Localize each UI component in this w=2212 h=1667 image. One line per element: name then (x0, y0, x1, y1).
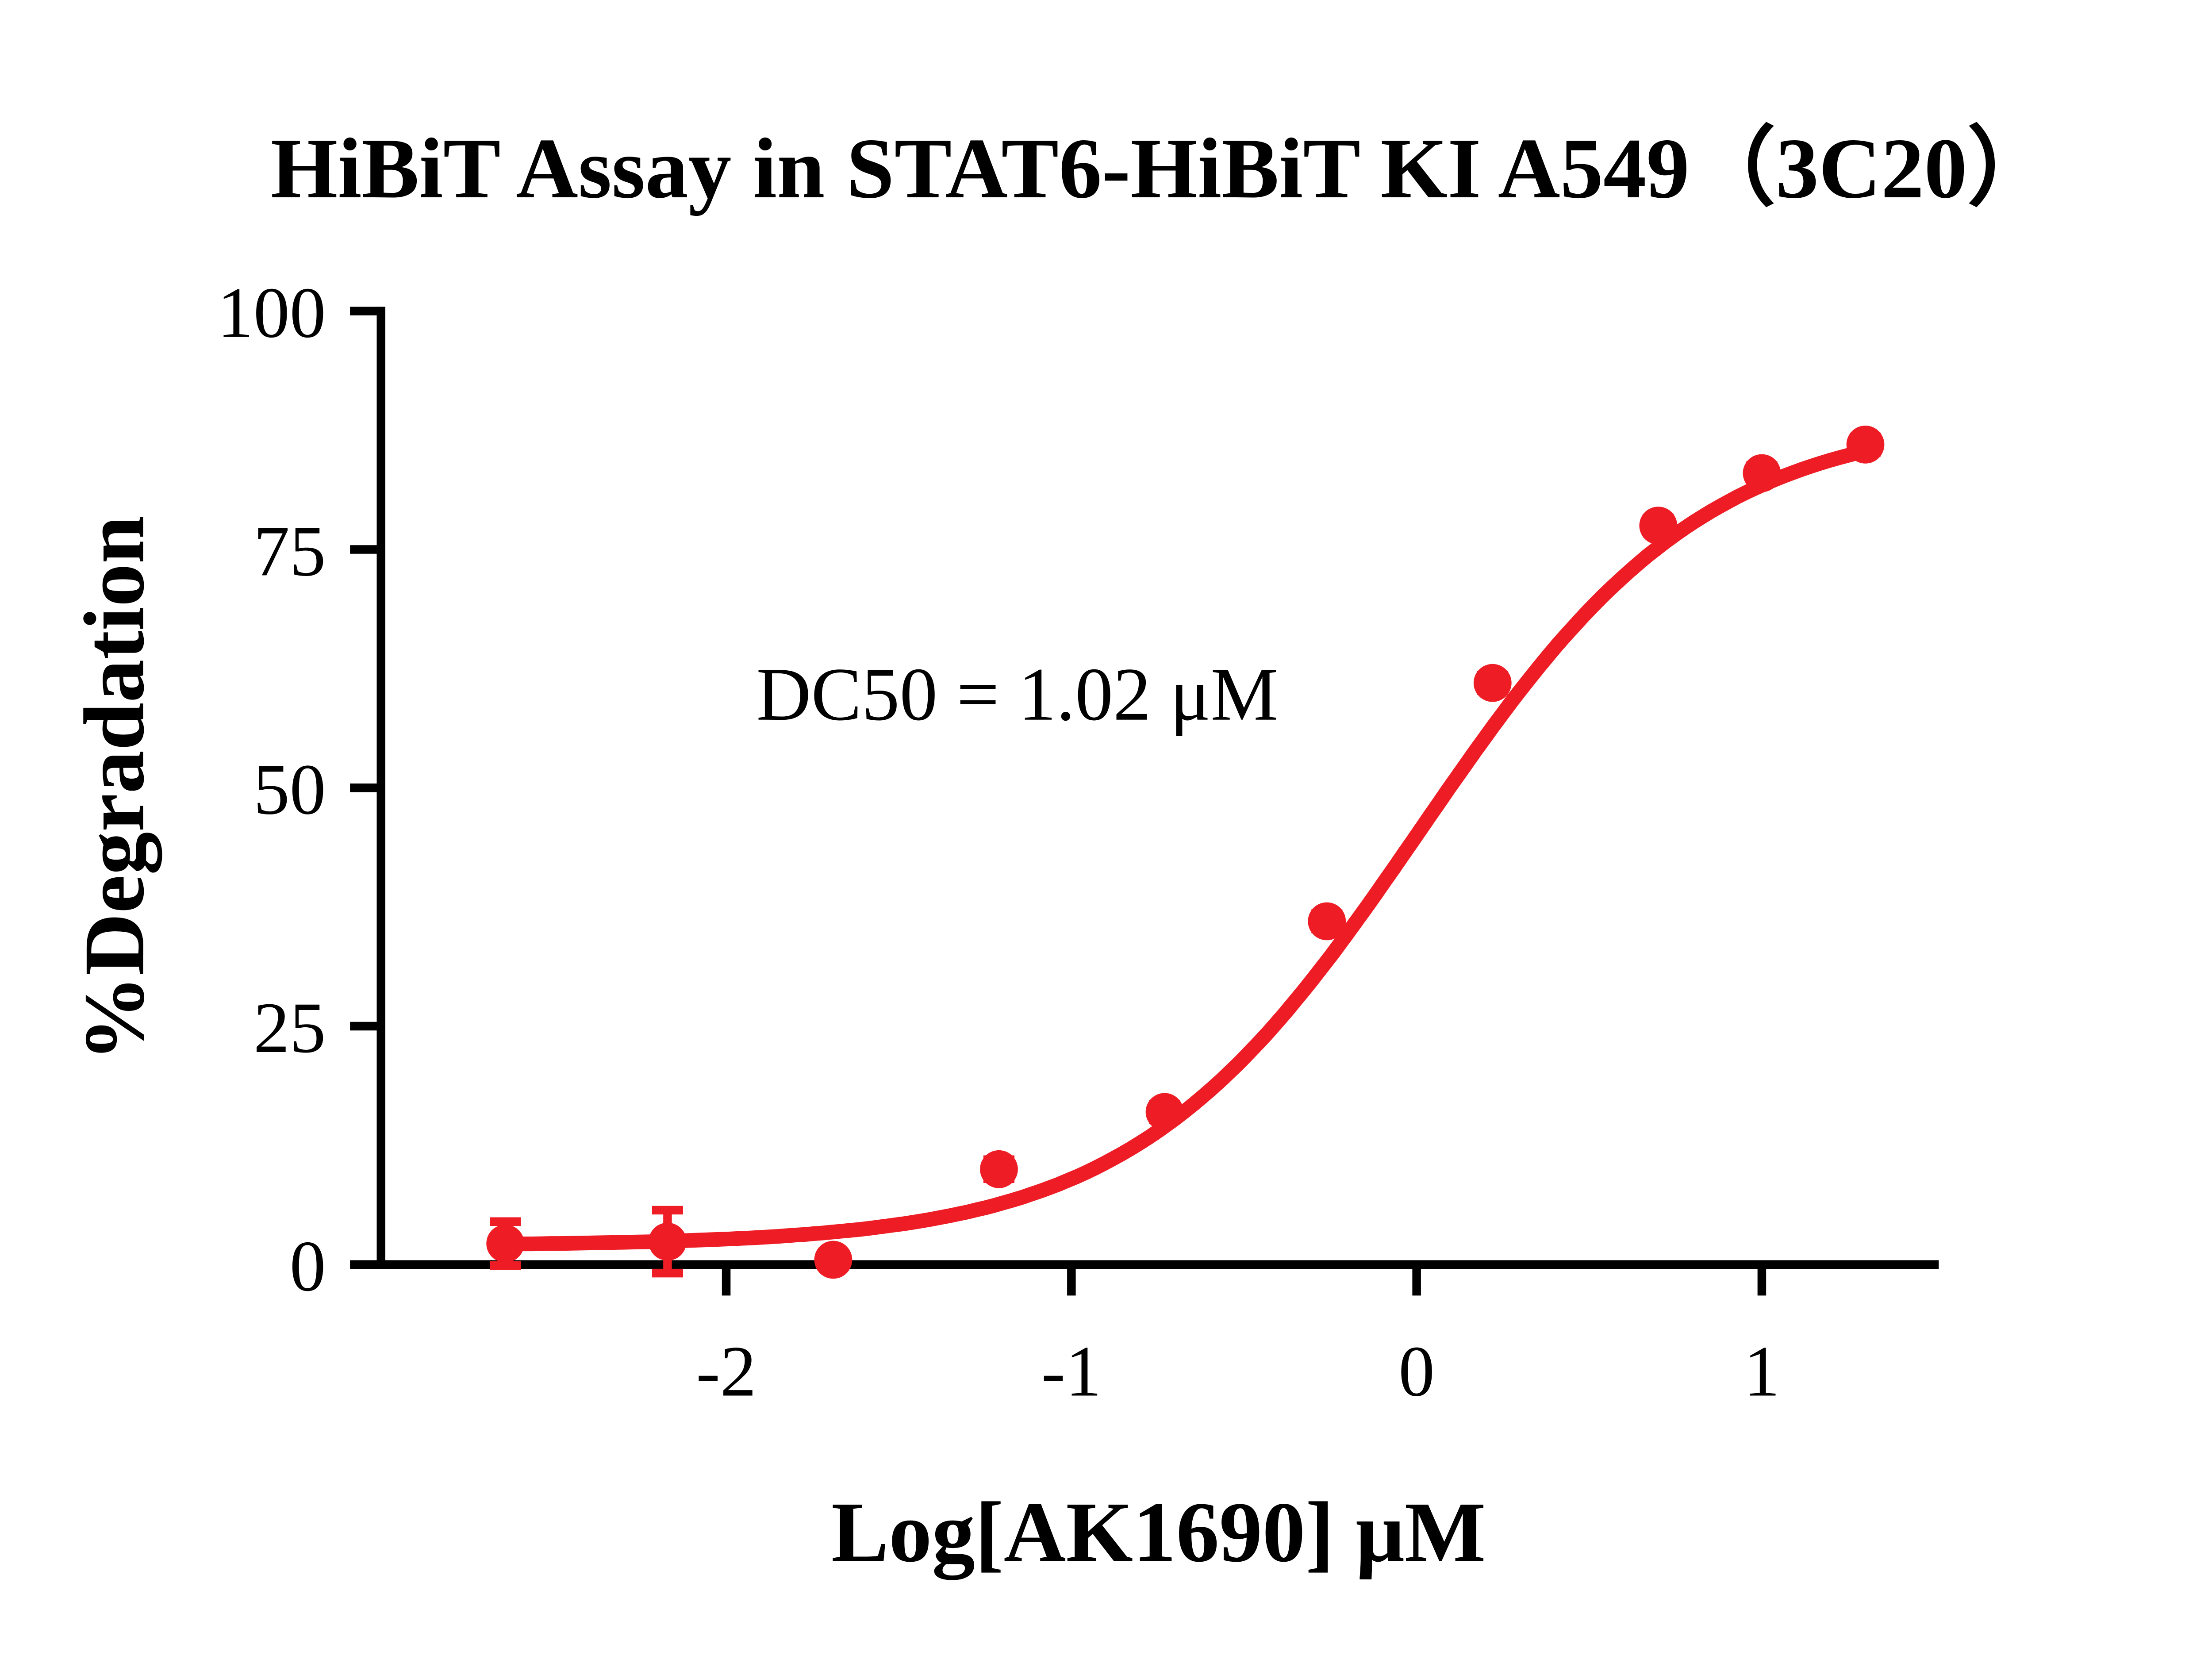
data-point (1846, 426, 1885, 464)
data-point (1639, 507, 1678, 545)
y-tick-label: 25 (253, 988, 326, 1068)
data-point (1473, 664, 1512, 702)
y-tick-label: 100 (217, 273, 326, 353)
y-axis-label: %Degradation (66, 516, 162, 1062)
data-point (1145, 1093, 1184, 1131)
dc50-annotation: DC50 = 1.02 μM (757, 653, 1278, 737)
plot-area: 0 25 50 75 100 -2 -1 0 1 (217, 273, 1939, 1411)
fit-curve (498, 444, 1873, 1252)
data-point (486, 1224, 525, 1263)
data-point (1308, 902, 1346, 941)
x-tick-label: 0 (1398, 1331, 1435, 1411)
y-tick-label: 50 (253, 749, 326, 830)
x-axis-label: Log[AK1690] μM (831, 1485, 1486, 1580)
y-tick-label: 0 (290, 1226, 326, 1306)
x-tick-label: 1 (1744, 1331, 1780, 1411)
data-point (814, 1241, 853, 1279)
x-tick-label: -1 (1041, 1331, 1102, 1411)
data-point (649, 1222, 687, 1261)
chart-title: HiBiT Assay in STAT6-HiBiT KI A549（3C20） (271, 121, 2054, 216)
x-tick-label: -2 (696, 1331, 756, 1411)
data-point (980, 1150, 1018, 1188)
data-point (1743, 454, 1781, 492)
y-tick-label: 75 (253, 511, 326, 591)
